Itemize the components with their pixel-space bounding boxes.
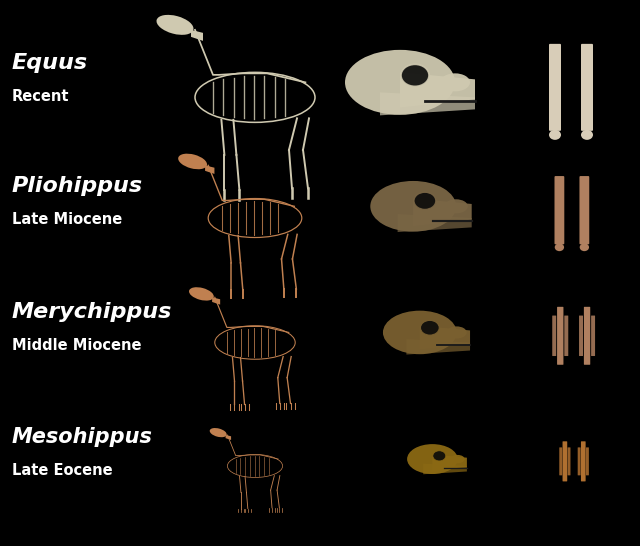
Ellipse shape [401, 64, 429, 86]
Polygon shape [423, 464, 467, 474]
Text: Mesohippus: Mesohippus [12, 428, 153, 447]
Ellipse shape [178, 153, 207, 169]
Ellipse shape [549, 130, 561, 140]
Text: Middle Miocene: Middle Miocene [12, 338, 141, 353]
Text: Late Miocene: Late Miocene [12, 212, 122, 227]
Polygon shape [205, 165, 214, 174]
Ellipse shape [157, 15, 193, 35]
Ellipse shape [444, 199, 468, 213]
Ellipse shape [555, 244, 564, 251]
FancyBboxPatch shape [579, 176, 589, 245]
Polygon shape [413, 199, 472, 226]
Polygon shape [397, 214, 472, 232]
FancyBboxPatch shape [586, 447, 589, 476]
FancyBboxPatch shape [552, 316, 556, 356]
FancyBboxPatch shape [591, 316, 595, 356]
Text: Merychippus: Merychippus [12, 302, 172, 322]
Polygon shape [380, 92, 475, 115]
FancyBboxPatch shape [563, 441, 567, 482]
FancyBboxPatch shape [581, 44, 593, 131]
Text: Late Eocene: Late Eocene [12, 464, 113, 478]
Text: Recent: Recent [12, 90, 70, 104]
FancyBboxPatch shape [579, 316, 583, 356]
FancyBboxPatch shape [581, 441, 586, 482]
Polygon shape [191, 30, 203, 41]
FancyBboxPatch shape [584, 307, 590, 365]
FancyBboxPatch shape [554, 176, 564, 245]
Polygon shape [406, 339, 470, 354]
Ellipse shape [581, 130, 593, 140]
Text: Equus: Equus [12, 54, 88, 73]
Ellipse shape [414, 192, 436, 210]
Polygon shape [433, 454, 467, 471]
Ellipse shape [420, 321, 439, 335]
Polygon shape [212, 297, 220, 305]
Ellipse shape [189, 287, 214, 301]
Ellipse shape [371, 181, 456, 232]
Polygon shape [420, 326, 470, 349]
Ellipse shape [407, 444, 458, 474]
Ellipse shape [447, 327, 467, 339]
FancyBboxPatch shape [568, 447, 570, 476]
FancyBboxPatch shape [559, 447, 562, 476]
Ellipse shape [440, 73, 470, 91]
Text: Pliohippus: Pliohippus [12, 176, 143, 196]
Ellipse shape [210, 428, 227, 437]
Ellipse shape [383, 311, 457, 354]
FancyBboxPatch shape [549, 44, 561, 131]
Ellipse shape [580, 244, 589, 251]
FancyBboxPatch shape [564, 316, 568, 356]
Polygon shape [400, 73, 475, 108]
FancyBboxPatch shape [557, 307, 563, 365]
Polygon shape [225, 435, 231, 440]
Ellipse shape [433, 451, 445, 461]
Ellipse shape [451, 455, 465, 463]
FancyBboxPatch shape [578, 447, 580, 476]
Ellipse shape [345, 50, 455, 115]
